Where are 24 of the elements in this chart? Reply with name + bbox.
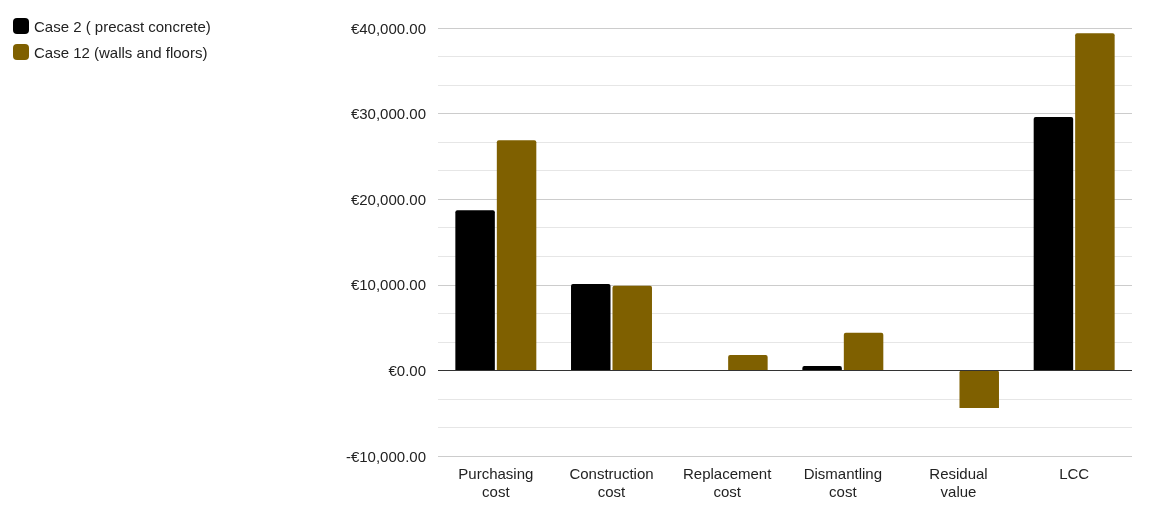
- legend-label: Case 2 ( precast concrete): [34, 17, 211, 35]
- bar: [728, 354, 768, 371]
- legend-label: Case 12 (walls and floors): [34, 43, 208, 61]
- x-tick-label: Purchasing cost: [458, 464, 534, 500]
- y-tick-label: €20,000.00: [350, 190, 426, 208]
- x-tick-label: LCC: [1059, 464, 1090, 482]
- x-tick-label: Residual value: [929, 464, 988, 500]
- y-tick-label: €0.00: [388, 361, 426, 379]
- bar: [959, 370, 999, 409]
- x-tick-label: Dismantling cost: [803, 464, 883, 500]
- bar: [1033, 117, 1074, 371]
- bar: [496, 140, 537, 371]
- bar: [571, 283, 611, 371]
- bar: [802, 366, 842, 371]
- bar: [612, 285, 652, 371]
- y-tick-label: €40,000.00: [350, 19, 426, 37]
- bar: [843, 332, 884, 371]
- y-tick-label: €30,000.00: [350, 105, 426, 123]
- y-tick-label: -€10,000.00: [345, 447, 426, 465]
- bar: [1075, 33, 1115, 371]
- y-tick-label: €10,000.00: [350, 276, 426, 294]
- x-tick-label: Construction cost: [569, 464, 654, 500]
- bar: [455, 210, 495, 371]
- x-tick-label: Replacement cost: [682, 464, 773, 500]
